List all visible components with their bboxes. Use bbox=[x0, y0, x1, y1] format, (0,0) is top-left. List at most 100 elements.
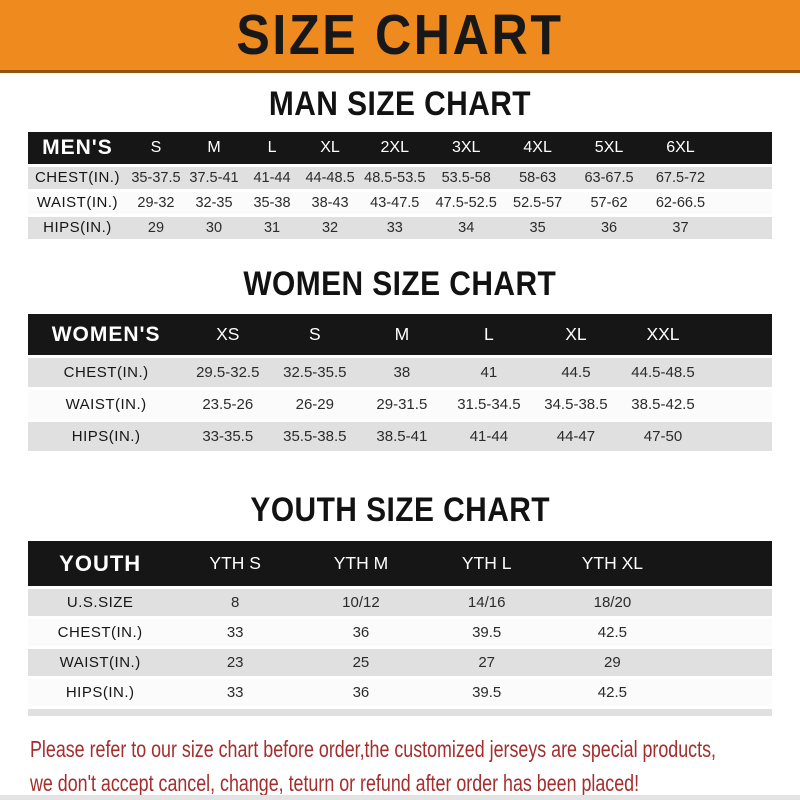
size-table: YOUTH YTH S YTH M YTH L YTH XL U.S.SIZE 8 10/12… bbox=[28, 541, 772, 707]
size-cell: 29-32 bbox=[126, 188, 185, 216]
footer-note-line2: we don't accept cancel, change, teturn o… bbox=[30, 770, 640, 797]
table-corner-label: WOMEN'S bbox=[28, 314, 185, 357]
column-header: XS bbox=[184, 314, 272, 357]
size-cell: 32 bbox=[301, 213, 360, 239]
size-cell: 44.5-48.5 bbox=[619, 355, 707, 389]
table-row: CHEST(IN.) 29.5-32.5 32.5-35.5 38 41 44.5 44.5… bbox=[28, 355, 772, 389]
size-cell: 32-35 bbox=[184, 188, 243, 216]
table-header-row: WOMEN'S XS S M L XL XXL bbox=[28, 314, 772, 357]
size-cell: 31 bbox=[243, 213, 302, 239]
table-row: HIPS(IN.) 33-35.5 35.5-38.5 38.5-41 41-44 44-… bbox=[28, 419, 772, 452]
column-header: 6XL bbox=[644, 131, 717, 166]
size-cell: 33 bbox=[359, 213, 431, 239]
size-cell: 37 bbox=[644, 213, 717, 239]
size-cell: 57-62 bbox=[573, 188, 645, 216]
row-spacer bbox=[675, 616, 772, 648]
row-label: HIPS(IN.) bbox=[28, 213, 127, 239]
size-cell: 42.5 bbox=[549, 616, 676, 648]
size-cell: 35.5-38.5 bbox=[271, 419, 359, 452]
size-cell: 36 bbox=[298, 676, 424, 707]
size-table: MEN'S S M L XL 2XL 3XL 4XL 5XL 6XL CHEST(IN.) 35-37… bbox=[28, 131, 772, 239]
size-cell: 35-37.5 bbox=[126, 163, 185, 191]
row-spacer bbox=[675, 646, 772, 678]
size-cell: 35 bbox=[501, 213, 574, 239]
column-header: YTH M bbox=[298, 541, 424, 588]
size-cell: 47-50 bbox=[619, 419, 707, 452]
footer-note-line1: Please refer to our size chart before or… bbox=[30, 736, 716, 763]
size-cell: 23.5-26 bbox=[184, 387, 272, 421]
size-cell: 34.5-38.5 bbox=[532, 387, 620, 421]
size-cell: 32.5-35.5 bbox=[271, 355, 359, 389]
size-cell: 53.5-58 bbox=[430, 163, 502, 191]
size-cell: 33 bbox=[172, 676, 299, 707]
size-cell: 34 bbox=[430, 213, 502, 239]
column-header: S bbox=[126, 131, 185, 166]
size-cell: 41-44 bbox=[445, 419, 533, 452]
column-header: 3XL bbox=[430, 131, 502, 166]
size-cell: 39.5 bbox=[423, 676, 550, 707]
size-cell: 43-47.5 bbox=[359, 188, 431, 216]
row-spacer bbox=[675, 676, 772, 707]
women-section-title: WOMEN SIZE CHART bbox=[0, 266, 800, 303]
size-cell: 8 bbox=[172, 586, 299, 618]
row-spacer bbox=[716, 163, 772, 191]
table-row: HIPS(IN.) 29 30 31 32 33 34 35 36 37 bbox=[28, 213, 772, 239]
column-header: M bbox=[184, 131, 243, 166]
size-cell: 38-43 bbox=[301, 188, 360, 216]
size-cell: 36 bbox=[573, 213, 645, 239]
women-size-table: WOMEN'S XS S M L XL XXL CHEST(IN.) 29.5-32.5 32.5… bbox=[28, 314, 772, 452]
table-header-row: YOUTH YTH S YTH M YTH L YTH XL bbox=[28, 541, 772, 588]
banner-title: SIZE CHART bbox=[236, 2, 564, 67]
row-spacer bbox=[716, 213, 772, 239]
table-header-row: MEN'S S M L XL 2XL 3XL 4XL 5XL 6XL bbox=[28, 131, 772, 166]
row-label: CHEST(IN.) bbox=[28, 355, 185, 389]
size-cell: 30 bbox=[184, 213, 243, 239]
men-size-table: MEN'S S M L XL 2XL 3XL 4XL 5XL 6XL CHEST(IN.) 35-37… bbox=[28, 131, 772, 239]
size-cell: 33-35.5 bbox=[184, 419, 272, 452]
column-header: S bbox=[271, 314, 359, 357]
size-cell: 47.5-52.5 bbox=[430, 188, 502, 216]
size-cell: 27 bbox=[423, 646, 550, 678]
youth-table-bottom-bar bbox=[28, 709, 772, 717]
size-cell: 63-67.5 bbox=[573, 163, 645, 191]
size-cell: 41-44 bbox=[243, 163, 302, 191]
size-cell: 62-66.5 bbox=[644, 188, 717, 216]
men-section-title: MAN SIZE CHART bbox=[0, 85, 800, 123]
row-label: HIPS(IN.) bbox=[28, 676, 173, 707]
column-header: 4XL bbox=[501, 131, 574, 166]
size-cell: 41 bbox=[445, 355, 533, 389]
table-row: WAIST(IN.) 23.5-26 26-29 29-31.5 31.5-34.5 34… bbox=[28, 387, 772, 421]
column-header: 2XL bbox=[359, 131, 431, 166]
size-cell: 39.5 bbox=[423, 616, 550, 648]
size-cell: 25 bbox=[298, 646, 424, 678]
size-cell: 44.5 bbox=[532, 355, 620, 389]
section-youth: YOUTH SIZE CHART YOUTH YTH S YTH M YTH L YTH… bbox=[0, 493, 800, 717]
size-cell: 35-38 bbox=[243, 188, 302, 216]
section-men: MAN SIZE CHART MEN'S S M L XL 2XL 3XL 4XL 5XL 6XL… bbox=[0, 85, 800, 239]
column-header: YTH S bbox=[172, 541, 299, 588]
column-header: YTH XL bbox=[549, 541, 676, 588]
row-spacer bbox=[675, 586, 772, 618]
size-cell: 67.5-72 bbox=[644, 163, 717, 191]
row-label: CHEST(IN.) bbox=[28, 163, 127, 191]
size-cell: 29.5-32.5 bbox=[184, 355, 272, 389]
size-cell: 44-47 bbox=[532, 419, 620, 452]
size-cell: 48.5-53.5 bbox=[359, 163, 431, 191]
size-cell: 38 bbox=[358, 355, 446, 389]
size-cell: 14/16 bbox=[423, 586, 550, 618]
column-header: XL bbox=[532, 314, 620, 357]
column-header: XXL bbox=[619, 314, 707, 357]
size-cell: 44-48.5 bbox=[301, 163, 360, 191]
youth-size-table: YOUTH YTH S YTH M YTH L YTH XL U.S.SIZE 8 10/12… bbox=[28, 541, 772, 707]
row-label: CHEST(IN.) bbox=[28, 616, 173, 648]
size-cell: 36 bbox=[298, 616, 424, 648]
header-spacer bbox=[706, 314, 772, 357]
size-cell: 23 bbox=[172, 646, 299, 678]
row-label: HIPS(IN.) bbox=[28, 419, 185, 452]
size-cell: 10/12 bbox=[298, 586, 424, 618]
size-cell: 29 bbox=[549, 646, 676, 678]
table-corner-label: MEN'S bbox=[28, 131, 127, 166]
size-cell: 38.5-41 bbox=[358, 419, 446, 452]
men-section-title-text: MAN SIZE CHART bbox=[268, 85, 532, 123]
